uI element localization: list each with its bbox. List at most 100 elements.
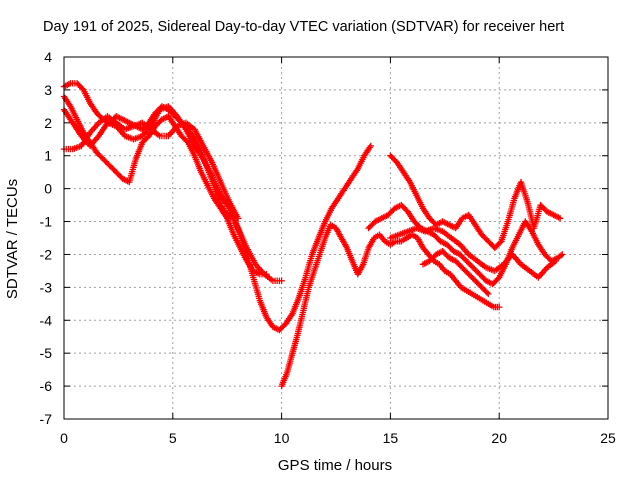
y-tick-label: 0	[44, 181, 52, 197]
data-point	[232, 233, 235, 236]
data-point	[492, 306, 495, 308]
data-point	[193, 145, 196, 147]
data-point	[511, 253, 514, 256]
data-point	[343, 187, 346, 190]
data-point	[433, 233, 435, 236]
data-point	[71, 148, 74, 150]
data-point	[298, 296, 300, 299]
data-point	[141, 141, 144, 144]
data-point	[80, 135, 83, 137]
data-point	[176, 115, 178, 118]
data-point	[219, 181, 222, 183]
data-point	[554, 260, 557, 262]
data-point	[185, 122, 187, 124]
data-point	[363, 154, 366, 157]
data-point	[202, 145, 205, 147]
data-point	[526, 201, 529, 203]
y-tick-label: 4	[44, 49, 52, 65]
data-point	[472, 266, 474, 269]
y-axis-title: SDTVAR / TECUs	[4, 179, 21, 299]
data-point	[471, 293, 473, 295]
data-point	[474, 279, 477, 282]
data-point	[449, 273, 452, 276]
data-point	[311, 253, 313, 256]
data-point	[76, 82, 78, 85]
data-point	[400, 240, 403, 243]
data-point	[476, 296, 479, 299]
x-axis-title: GPS time / hours	[278, 457, 392, 474]
data-point	[80, 145, 83, 147]
x-tick-label: 5	[169, 430, 177, 446]
data-point	[546, 266, 548, 269]
data-point	[448, 256, 450, 259]
x-tick-label: 0	[60, 430, 68, 446]
data-point	[435, 253, 437, 256]
data-point	[254, 263, 257, 266]
data-point	[350, 177, 353, 180]
data-point	[89, 102, 91, 104]
data-point	[407, 230, 409, 233]
data-point	[459, 243, 461, 246]
data-point	[272, 279, 274, 282]
data-point	[409, 181, 411, 183]
data-point	[480, 233, 483, 236]
y-tick-label: -7	[40, 411, 53, 427]
data-point	[278, 329, 281, 331]
data-point	[539, 204, 542, 206]
data-point	[167, 115, 170, 118]
data-point	[487, 293, 490, 295]
data-point	[507, 220, 509, 223]
data-point	[441, 220, 444, 223]
data-point	[141, 122, 144, 124]
data-point	[476, 260, 479, 262]
data-point	[389, 154, 392, 157]
data-point	[272, 326, 274, 328]
data-point	[559, 217, 561, 220]
data-point	[76, 118, 78, 121]
data-point	[448, 224, 450, 226]
data-point	[82, 89, 85, 91]
data-point	[537, 276, 540, 279]
data-point	[396, 161, 398, 164]
data-point	[302, 309, 305, 312]
data-point	[494, 270, 496, 272]
series-trace-5	[278, 221, 503, 390]
data-point	[237, 217, 239, 220]
data-point	[135, 158, 137, 160]
data-point	[405, 237, 408, 239]
data-point	[467, 273, 470, 276]
data-point	[265, 273, 268, 276]
data-point	[132, 138, 135, 141]
data-point	[291, 312, 294, 315]
data-point	[380, 217, 383, 220]
axis-ticks: 0 5 10 15 20 25 -7 -6 -5 -4 -3 -2 -1 0 1 2 3 4	[40, 49, 616, 446]
data-point	[398, 233, 400, 236]
data-point	[158, 108, 161, 111]
data-point	[427, 253, 430, 256]
data-point	[454, 227, 457, 229]
data-point	[491, 283, 494, 285]
data-point	[502, 263, 505, 266]
data-point	[498, 276, 501, 279]
data-point	[71, 122, 74, 124]
data-point	[180, 135, 183, 137]
data-point	[422, 207, 424, 210]
data-point	[552, 214, 555, 216]
data-point	[474, 224, 477, 226]
series-trace-9	[419, 248, 492, 298]
data-point	[313, 270, 316, 272]
data-point	[158, 135, 161, 137]
data-point	[340, 237, 343, 239]
data-point	[511, 247, 514, 249]
data-point	[544, 253, 546, 256]
data-point	[193, 154, 196, 157]
data-point	[211, 174, 213, 177]
data-point	[148, 135, 150, 137]
data-point	[428, 217, 431, 220]
data-point	[367, 227, 370, 229]
data-point	[400, 204, 403, 206]
data-point	[226, 217, 228, 220]
data-point	[461, 217, 464, 220]
data-point	[187, 141, 189, 144]
